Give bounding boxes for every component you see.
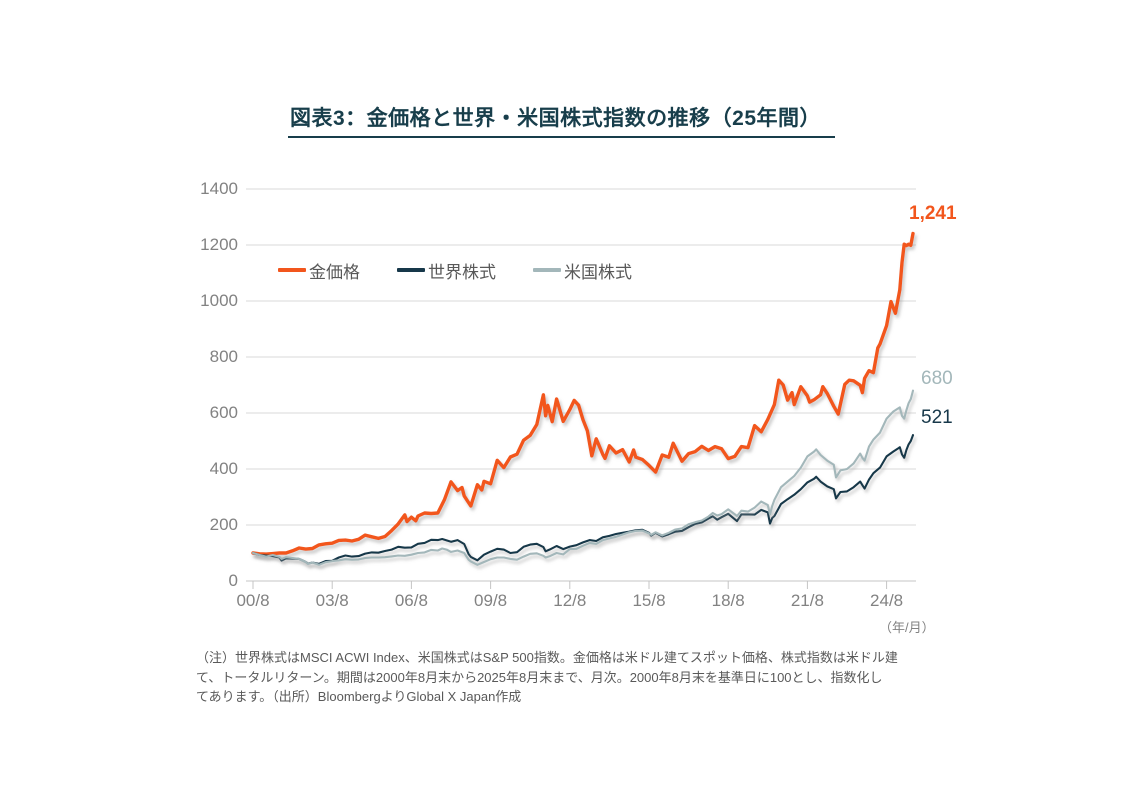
series-line-0-金価格 (251, 231, 915, 556)
legend-label: 金価格 (309, 262, 360, 282)
legend-item-金価格: 金価格 (278, 258, 360, 283)
y-tick-label-1400: 1400 (200, 179, 238, 198)
y-tick-label-400: 400 (209, 459, 238, 478)
y-tick-label-600: 600 (209, 403, 238, 422)
series-line-2-米国株式 (251, 389, 915, 566)
legend-swatch-icon (278, 268, 306, 272)
end-value-label-世界株式: 521 (921, 407, 953, 429)
x-tick-label-12/8: 12/8 (553, 591, 587, 610)
x-tick-label-03/8: 03/8 (315, 591, 349, 610)
legend-swatch-icon (533, 268, 561, 272)
x-tick-label-06/8: 06/8 (394, 591, 428, 610)
x-tick-label-21/8: 21/8 (790, 591, 824, 610)
legend-label: 米国株式 (564, 262, 632, 282)
legend: 金価格 世界株式 米国株式 (278, 258, 632, 283)
x-tick-label-00/8: 00/8 (236, 591, 270, 610)
legend-swatch-icon (397, 268, 425, 272)
end-value-label-金価格: 1,241 (909, 202, 957, 224)
footnote: （注）世界株式はMSCI ACWI Index、米国株式はS&P 500指数。金… (196, 650, 898, 704)
legend-item-米国株式: 米国株式 (533, 258, 632, 283)
chart-title: 図表3：金価格と世界・米国株式指数の推移（25年間） (287, 102, 836, 138)
legend-item-世界株式: 世界株式 (397, 258, 496, 283)
x-tick-label-09/8: 09/8 (474, 591, 508, 610)
legend-label: 世界株式 (428, 262, 496, 282)
title-row: 図表3：金価格と世界・米国株式指数の推移（25年間） (0, 102, 1123, 138)
x-axis-unit-label: （年/月） (879, 620, 935, 635)
y-tick-label-0: 0 (228, 571, 238, 590)
y-tick-label-1000: 1000 (200, 291, 238, 310)
x-tick-label-24/8: 24/8 (870, 591, 904, 610)
series-line-1-世界株式 (251, 434, 915, 565)
y-tick-label-800: 800 (209, 347, 238, 366)
y-tick-label-200: 200 (209, 515, 238, 534)
x-tick-label-18/8: 18/8 (711, 591, 745, 610)
x-tick-label-15/8: 15/8 (632, 591, 666, 610)
y-tick-label-1200: 1200 (200, 235, 238, 254)
end-value-label-米国株式: 680 (921, 367, 953, 389)
